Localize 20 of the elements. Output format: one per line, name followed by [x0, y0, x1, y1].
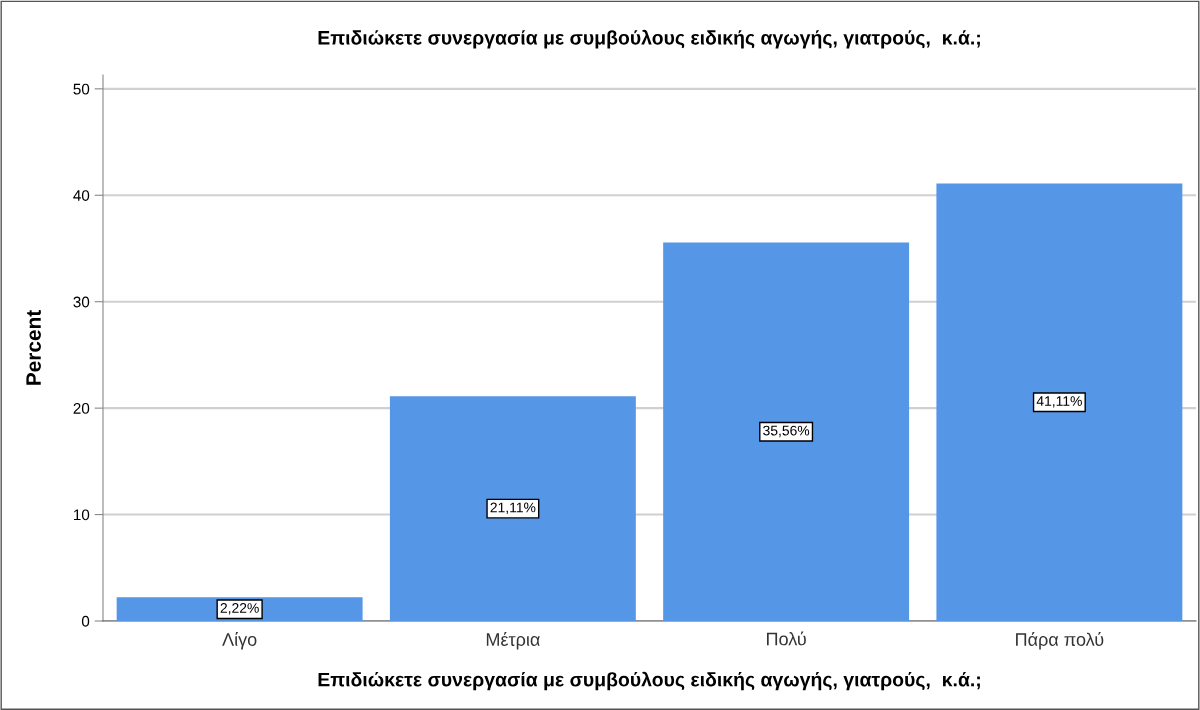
y-tick-label: 50	[73, 83, 90, 95]
data-label: 35,56%	[763, 425, 810, 438]
x-tick-label: Λίγο	[222, 632, 257, 650]
data-label: 21,11%	[490, 502, 536, 515]
y-tick-label: 20	[73, 403, 90, 414]
data-label: 41,11%	[1036, 396, 1082, 408]
data-label: 2,22%	[220, 603, 259, 615]
bar	[389, 396, 636, 621]
bar	[663, 242, 910, 621]
y-tick-label: 40	[73, 190, 90, 201]
y-tick-label: 10	[73, 509, 90, 521]
y-tick-label: 30	[73, 296, 90, 308]
bar	[936, 183, 1183, 621]
y-tick-label: 0	[81, 615, 90, 627]
y-axis-title: Percent	[26, 310, 41, 385]
x-axis-title: Επιδιώκετε συνεργασία με συμβούλους ειδικής αγωγής, γιατρούς, κ.ά.;	[318, 671, 980, 691]
chart-title: Επιδιώκετε συνεργασία με συμβούλους ειδικής αγωγής, γιατρούς, κ.ά.;	[318, 29, 980, 49]
x-tick-label: Πάρα πολύ	[1016, 632, 1104, 650]
x-tick-label: Πολύ	[767, 631, 806, 646]
x-tick-label: Μέτρια	[486, 632, 540, 650]
